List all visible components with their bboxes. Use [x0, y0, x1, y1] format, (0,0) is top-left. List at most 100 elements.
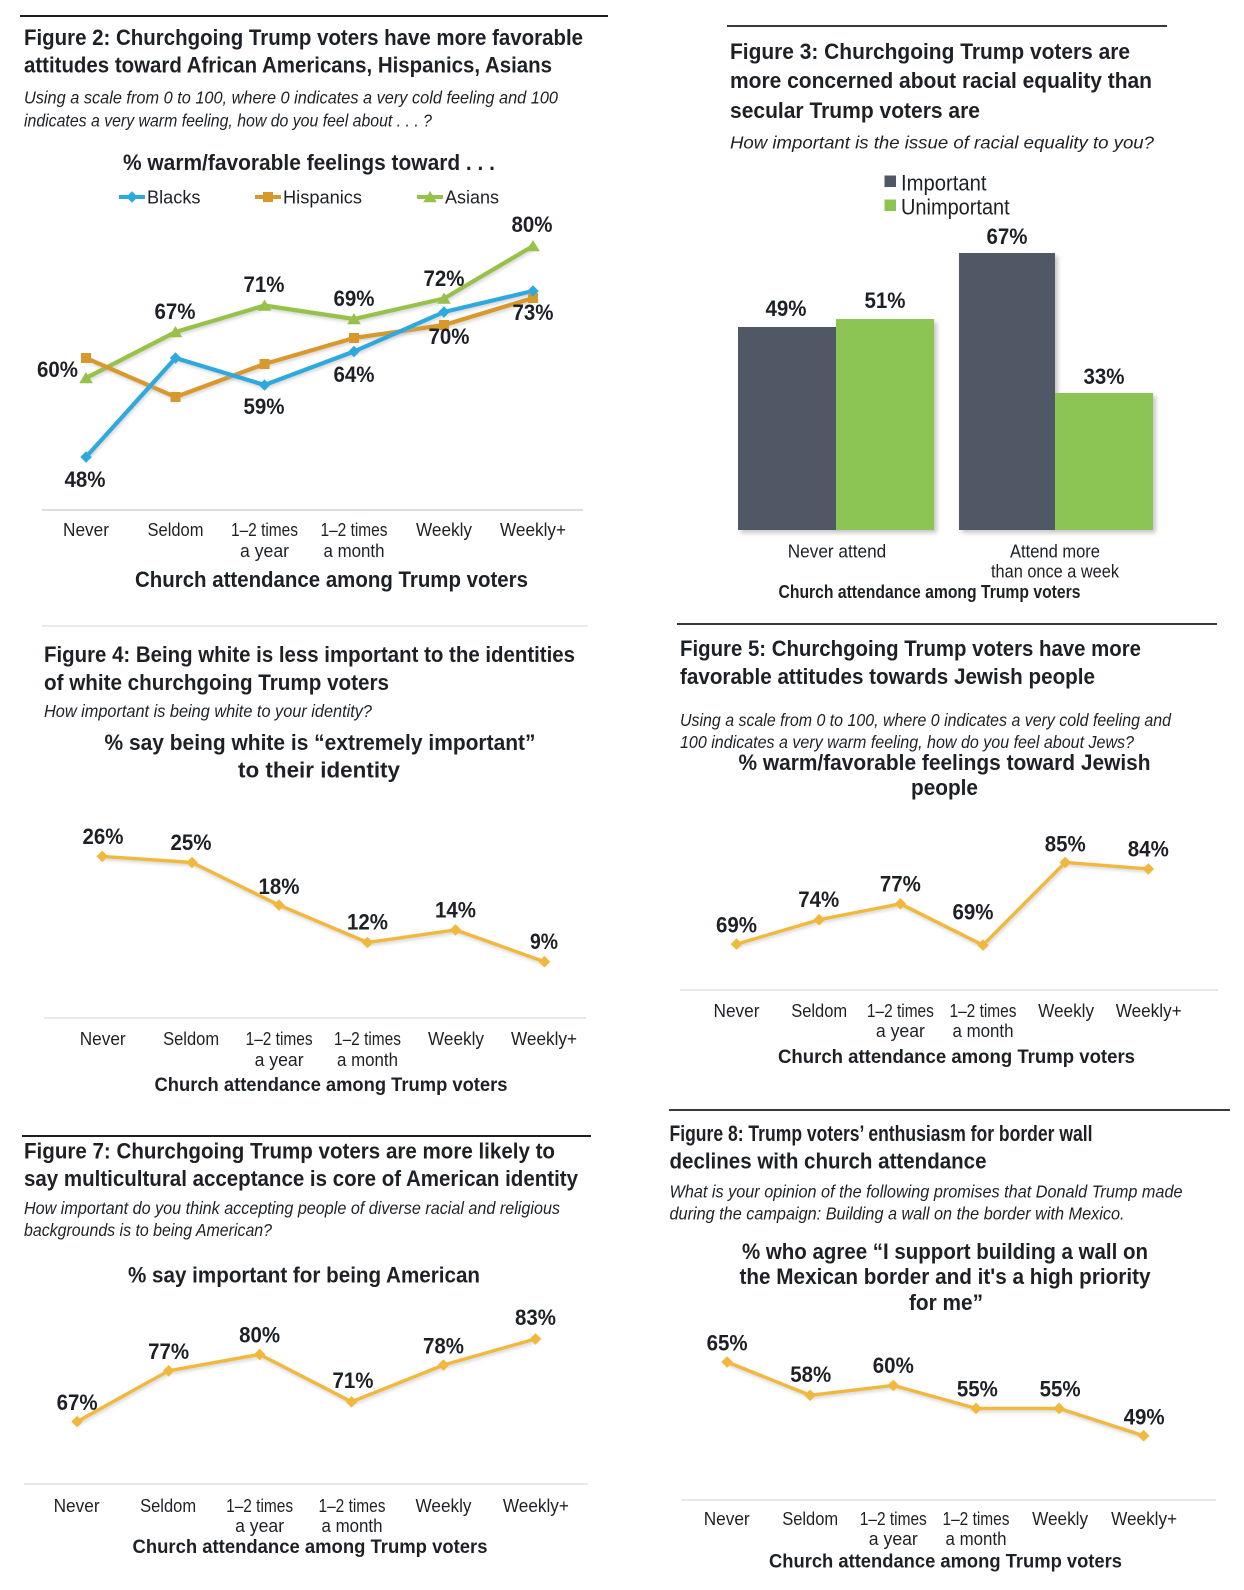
svg-text:Never: Never [714, 1000, 760, 1021]
svg-text:77%: 77% [148, 1339, 189, 1364]
svg-text:a month: a month [953, 1020, 1014, 1041]
svg-text:1–2 times: 1–2 times [867, 1000, 934, 1021]
svg-text:a year: a year [255, 1049, 304, 1070]
svg-text:Figure 8: Trump voters’ enthus: Figure 8: Trump voters’ enthusiasm for b… [670, 1121, 1093, 1146]
svg-text:backgrounds is to being Americ: backgrounds is to being American? [24, 1220, 272, 1240]
svg-text:73%: 73% [513, 300, 554, 325]
svg-text:80%: 80% [239, 1322, 280, 1347]
svg-text:59%: 59% [244, 394, 285, 419]
svg-text:Figure 4: Being white is less: Figure 4: Being white is less important … [44, 642, 575, 667]
svg-text:67%: 67% [155, 299, 196, 324]
svg-text:secular Trump voters are: secular Trump voters are [730, 98, 980, 123]
svg-text:indicates a very warm feeling,: indicates a very warm feeling, how do yo… [24, 111, 432, 131]
svg-text:25%: 25% [171, 830, 212, 855]
svg-text:Using a scale from 0 to 100, w: Using a scale from 0 to 100, where 0 ind… [680, 710, 1172, 730]
svg-text:the Mexican border and it's a: the Mexican border and it's a high prior… [740, 1264, 1151, 1289]
svg-text:Seldom: Seldom [140, 1495, 196, 1516]
svg-text:% say being white is “extremel: % say being white is “extremely importan… [105, 730, 536, 755]
svg-text:Seldom: Seldom [782, 1508, 838, 1529]
svg-text:during the campaign: Building: during the campaign: Building a wall on … [670, 1204, 1125, 1224]
svg-text:Never: Never [80, 1028, 126, 1049]
svg-text:% warm/favorable feelings towa: % warm/favorable feelings toward Jewish [739, 750, 1151, 775]
svg-text:a year: a year [235, 1515, 284, 1536]
svg-text:1–2 times: 1–2 times [319, 1495, 386, 1516]
svg-text:declines with church attendanc: declines with church attendance [670, 1149, 987, 1174]
svg-text:1–2 times: 1–2 times [231, 519, 298, 540]
svg-text:74%: 74% [798, 887, 839, 912]
svg-text:of white churchgoing Trump vot: of white churchgoing Trump voters [44, 670, 389, 695]
svg-text:49%: 49% [1124, 1404, 1165, 1429]
svg-text:Blacks: Blacks [147, 188, 201, 208]
svg-text:Figure 2: Churchgoing Trump vo: Figure 2: Churchgoing Trump voters have … [24, 25, 583, 50]
svg-text:9%: 9% [530, 929, 558, 954]
svg-text:a year: a year [876, 1020, 925, 1041]
svg-text:say multicultural acceptance i: say multicultural acceptance is core of … [24, 1166, 578, 1191]
svg-text:a month: a month [322, 1515, 383, 1536]
svg-text:78%: 78% [423, 1333, 464, 1358]
svg-text:69%: 69% [716, 912, 757, 937]
svg-text:Never: Never [54, 1495, 100, 1516]
svg-text:72%: 72% [424, 266, 465, 291]
svg-text:48%: 48% [65, 467, 106, 492]
svg-text:71%: 71% [333, 1368, 374, 1393]
svg-text:a month: a month [324, 540, 385, 561]
svg-text:67%: 67% [57, 1390, 98, 1415]
svg-text:1–2 times: 1–2 times [334, 1028, 401, 1049]
svg-text:Figure 3: Churchgoing Trump vo: Figure 3: Churchgoing Trump voters are [730, 39, 1130, 64]
svg-text:14%: 14% [435, 897, 476, 922]
svg-text:Unimportant: Unimportant [901, 194, 1010, 219]
svg-text:Hispanics: Hispanics [283, 188, 362, 208]
svg-text:69%: 69% [334, 286, 375, 311]
svg-text:Important: Important [901, 170, 987, 195]
svg-text:Weekly: Weekly [1032, 1508, 1089, 1529]
svg-text:Never: Never [63, 519, 109, 540]
svg-text:attitudes toward African Ameri: attitudes toward African Americans, Hisp… [24, 53, 552, 78]
svg-text:Seldom: Seldom [148, 519, 204, 540]
svg-text:Figure 5: Churchgoing Trump vo: Figure 5: Churchgoing Trump voters have … [680, 636, 1141, 661]
svg-text:% say important for being Amer: % say important for being American [128, 1263, 480, 1288]
svg-text:80%: 80% [512, 212, 553, 237]
svg-text:51%: 51% [865, 288, 906, 313]
svg-text:Weekly+: Weekly+ [503, 1495, 569, 1516]
svg-text:Church attendance among Trump: Church attendance among Trump voters [135, 567, 528, 592]
svg-text:12%: 12% [347, 909, 388, 934]
svg-text:Never attend: Never attend [788, 541, 887, 562]
svg-text:Weekly+: Weekly+ [1116, 1000, 1182, 1021]
svg-text:a year: a year [869, 1528, 918, 1549]
svg-text:84%: 84% [1128, 836, 1169, 861]
svg-text:Church attendance among Trump: Church attendance among Trump voters [769, 1551, 1122, 1573]
svg-text:70%: 70% [429, 324, 470, 349]
svg-text:a year: a year [240, 540, 289, 561]
svg-text:What is your opinion of the fo: What is your opinion of the following pr… [670, 1182, 1183, 1202]
svg-text:Weekly: Weekly [416, 519, 473, 540]
svg-text:Church attendance among Trump: Church attendance among Trump voters [133, 1536, 488, 1558]
svg-text:Attend more: Attend more [1010, 541, 1100, 562]
svg-text:How important is the issue of: How important is the issue of racial equ… [730, 132, 1154, 152]
svg-text:a month: a month [337, 1049, 398, 1070]
svg-text:1–2 times: 1–2 times [246, 1028, 313, 1049]
svg-text:60%: 60% [873, 1353, 914, 1378]
svg-text:favorable attitudes towards Je: favorable attitudes towards Jewish peopl… [680, 664, 1095, 689]
svg-text:26%: 26% [83, 824, 124, 849]
svg-text:69%: 69% [953, 900, 994, 925]
svg-text:Church attendance among Trump: Church attendance among Trump voters [779, 582, 1081, 602]
svg-text:83%: 83% [515, 1305, 556, 1330]
svg-text:33%: 33% [1084, 364, 1125, 389]
svg-text:Figure 7: Churchgoing Trump vo: Figure 7: Churchgoing Trump voters are m… [24, 1139, 555, 1164]
svg-text:Seldom: Seldom [163, 1028, 219, 1049]
svg-text:% warm/favorable feelings towa: % warm/favorable feelings toward . . . [123, 150, 495, 175]
svg-text:people: people [911, 775, 978, 800]
svg-text:64%: 64% [334, 362, 375, 387]
svg-text:Church attendance among Trump: Church attendance among Trump voters [778, 1046, 1135, 1068]
svg-text:49%: 49% [766, 296, 807, 321]
svg-text:Weekly+: Weekly+ [511, 1028, 577, 1049]
svg-text:55%: 55% [957, 1376, 998, 1401]
svg-text:18%: 18% [259, 874, 300, 899]
svg-text:a month: a month [946, 1528, 1007, 1549]
svg-text:65%: 65% [707, 1331, 748, 1356]
svg-text:1–2 times: 1–2 times [950, 1000, 1017, 1021]
svg-text:How important do you think acc: How important do you think accepting peo… [24, 1198, 560, 1218]
svg-text:Weekly+: Weekly+ [1111, 1508, 1177, 1529]
svg-text:1–2 times: 1–2 times [860, 1508, 927, 1529]
svg-text:Never: Never [704, 1508, 750, 1529]
